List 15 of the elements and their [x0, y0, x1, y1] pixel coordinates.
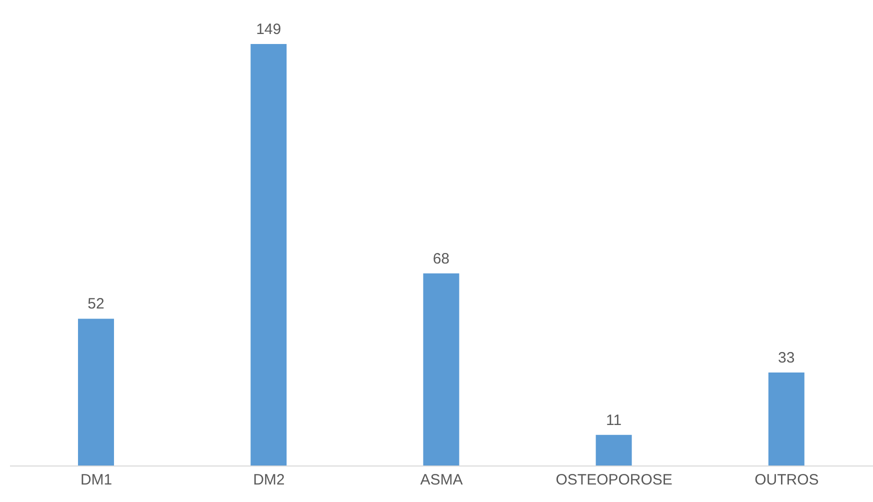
- data-label: 149: [256, 21, 282, 38]
- bar: [423, 273, 460, 466]
- bar: [250, 44, 287, 466]
- data-label: 11: [606, 412, 622, 429]
- bar: [78, 318, 114, 466]
- x-tick-label: ASMA: [420, 472, 463, 489]
- data-label: 68: [432, 250, 450, 268]
- data-label: 33: [778, 350, 795, 367]
- x-tick-label: OSTEOPOROSE: [556, 472, 672, 489]
- x-tick-label: OUTROS: [754, 472, 819, 489]
- x-tick-label: DM1: [80, 472, 112, 489]
- x-tick-label: DM2: [253, 472, 285, 489]
- bar: [596, 434, 632, 466]
- bar: [768, 372, 804, 466]
- data-label: 52: [88, 296, 104, 313]
